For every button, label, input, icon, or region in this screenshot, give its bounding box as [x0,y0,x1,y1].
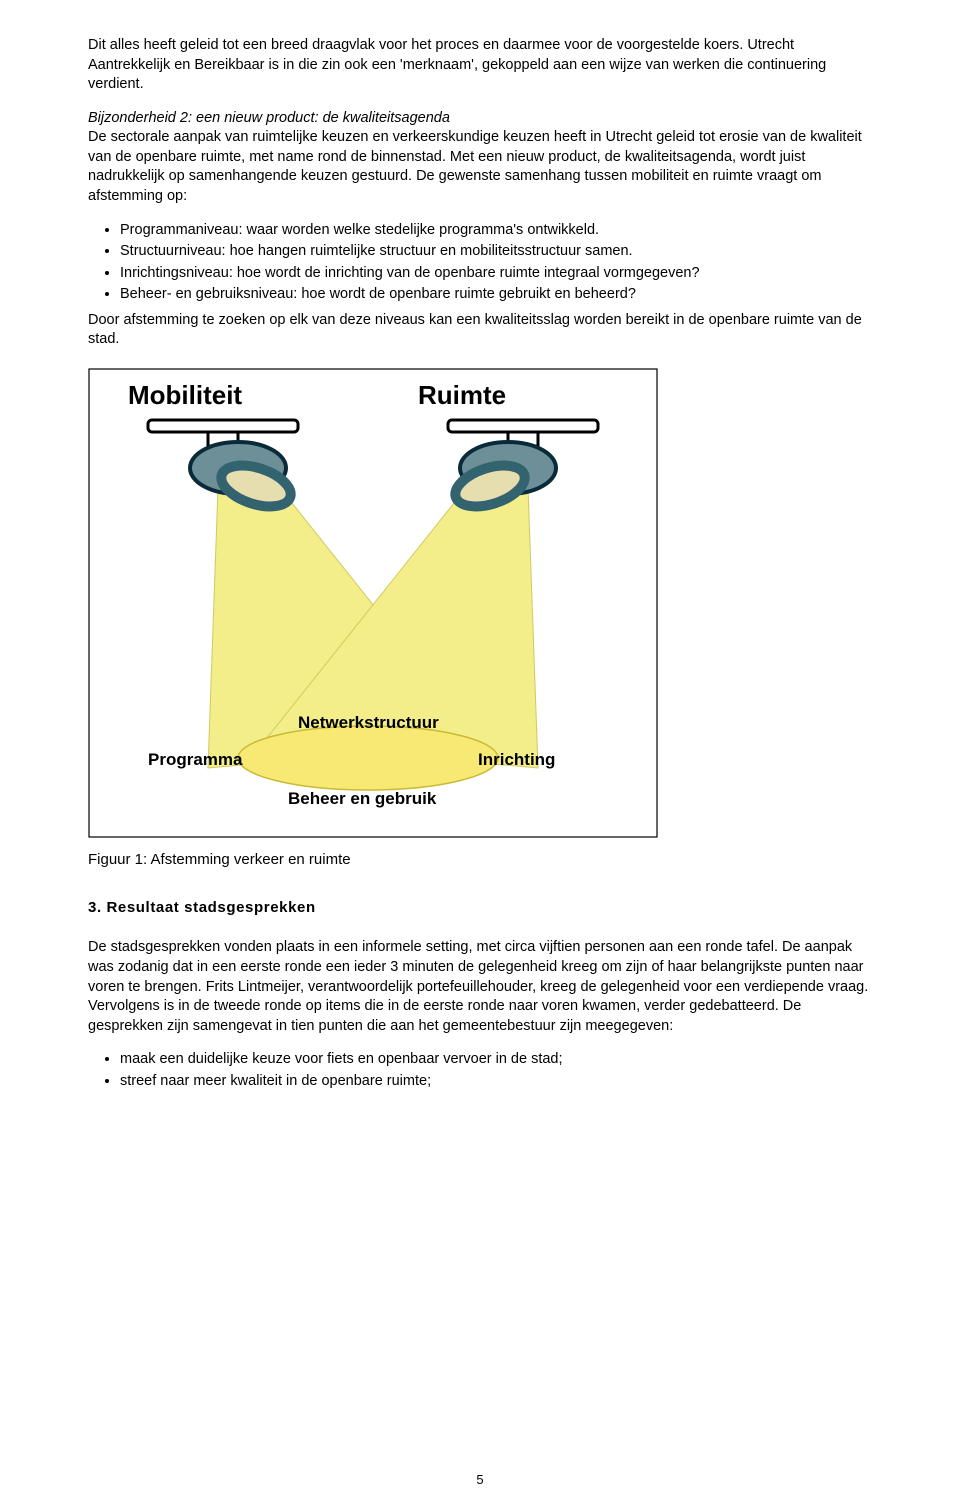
label-beheer: Beheer en gebruik [288,789,437,808]
bijzonderheid2-conclusion: Door afstemming te zoeken op elk van dez… [88,311,872,350]
spotlight-diagram: Mobiliteit Ruimte Netwerkstructuur Progr… [88,368,658,838]
list-item: Beheer- en gebruiksniveau: hoe wordt de … [120,285,872,305]
label-ruimte: Ruimte [418,380,506,410]
section-3-heading: 3. Resultaat stadsgesprekken [88,898,872,918]
bijzonderheid2-body: De sectorale aanpak van ruimtelijke keuz… [88,129,862,204]
list-item: Programmaniveau: waar worden welke stede… [120,221,872,241]
list-item: maak een duidelijke keuze voor fiets en … [120,1050,872,1070]
bijzonderheid2-block: Bijzonderheid 2: een nieuw product: de k… [88,109,872,207]
label-inrichting: Inrichting [478,750,555,769]
afstemming-list: Programmaniveau: waar worden welke stede… [88,221,872,305]
list-item: Inrichtingsniveau: hoe wordt de inrichti… [120,264,872,284]
page-number: 5 [0,1471,960,1489]
figure-1: Mobiliteit Ruimte Netwerkstructuur Progr… [88,368,872,870]
intro-paragraph: Dit alles heeft geleid tot een breed dra… [88,36,872,95]
section-3-body: De stadsgesprekken vonden plaats in een … [88,938,872,1036]
label-programma: Programma [148,750,243,769]
document-page: Dit alles heeft geleid tot een breed dra… [0,0,960,1511]
label-netwerkstructuur: Netwerkstructuur [298,713,439,732]
figure-caption: Figuur 1: Afstemming verkeer en ruimte [88,850,872,870]
bijzonderheid2-heading: Bijzonderheid 2: een nieuw product: de k… [88,110,450,126]
label-mobiliteit: Mobiliteit [128,380,242,410]
section-3-list: maak een duidelijke keuze voor fiets en … [88,1050,872,1091]
list-item: Structuurniveau: hoe hangen ruimtelijke … [120,242,872,262]
list-item: streef naar meer kwaliteit in de openbar… [120,1072,872,1092]
